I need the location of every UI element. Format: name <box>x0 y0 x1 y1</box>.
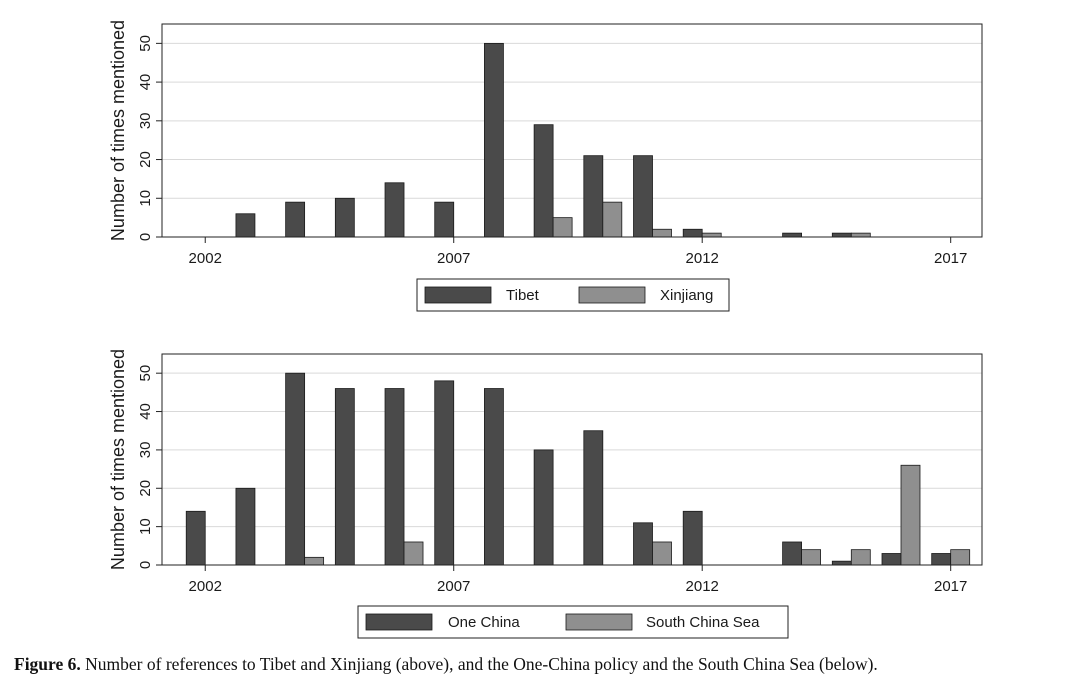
chart1-bar-tibet-2014 <box>782 232 802 238</box>
chart1-legend-swatch-1 <box>424 286 492 304</box>
chart2-bar-one-china-2014 <box>782 541 802 566</box>
chart-tibet-xinjiang: 0 10 20 30 40 50 2002 2007 2012 2017 Number of tim… <box>108 20 983 312</box>
chart2-ytick-label-0: 0 <box>137 561 154 569</box>
chart2-bar-one-china-2007 <box>434 380 455 566</box>
chart2-ytick-label-40: 40 <box>137 403 154 420</box>
chart2-bar-south-china-sea-2015 <box>850 549 871 566</box>
chart2-bar-one-china-2002 <box>185 510 206 566</box>
chart1-bar-tibet-2015 <box>831 232 852 238</box>
chart1-xtick-label-2007: 2007 <box>437 250 470 267</box>
chart2-bar-one-china-2010 <box>583 430 604 566</box>
chart2-bar-one-china-2017 <box>931 553 952 566</box>
chart1-bar-xinjiang-2015 <box>850 232 871 238</box>
chart1-bar-tibet-2008 <box>484 42 504 238</box>
chart1-legend-swatch-2 <box>578 286 646 304</box>
chart1-bar-xinjiang-2010 <box>602 201 623 238</box>
chart2-bar-south-china-sea-2017 <box>950 549 971 566</box>
chart1-ytick-label-10: 10 <box>137 190 154 207</box>
chart1-xtick-label-2002: 2002 <box>189 250 222 267</box>
chart2-xtick-label-2007: 2007 <box>437 578 470 595</box>
chart2-bar-south-china-sea-2004 <box>304 556 325 566</box>
chart1-bar-tibet-2005 <box>334 197 355 238</box>
chart1-bar-xinjiang-2011 <box>652 228 672 238</box>
chart1-legend-label-1: Tibet <box>506 287 540 304</box>
chart2-legend-swatch-1 <box>365 613 433 631</box>
chart1-ylabel: Number of times mentioned <box>108 20 128 241</box>
chart1-bar-tibet-2010 <box>583 155 604 238</box>
chart2-ytick-label-50: 50 <box>137 365 154 382</box>
chart1-ytick-label-30: 30 <box>137 112 154 129</box>
chart1-bar-tibet-2009 <box>533 124 554 238</box>
chart1-bar-tibet-2012 <box>682 228 703 238</box>
chart1-bar-tibet-2003 <box>235 213 256 238</box>
chart2-ytick-label-10: 10 <box>137 518 154 535</box>
chart2-bar-one-china-2012 <box>682 510 703 566</box>
chart1-legend-label-2: Xinjiang <box>660 287 713 304</box>
chart2-bar-south-china-sea-2011 <box>652 541 672 566</box>
chart2-bar-one-china-2016 <box>881 553 902 566</box>
chart2-bar-one-china-2008 <box>484 388 504 566</box>
chart1-ytick-label-0: 0 <box>137 233 154 241</box>
chart2-ylabel: Number of times mentioned <box>108 349 128 570</box>
chart2-bar-one-china-2015 <box>831 560 852 566</box>
chart2-bar-one-china-2003 <box>235 487 256 566</box>
chart2-legend-label-1: One China <box>448 614 520 631</box>
chart1-bar-tibet-2007 <box>434 201 455 238</box>
chart2-legend-swatch-2 <box>565 613 633 631</box>
chart1-xtick-label-2012: 2012 <box>686 250 719 267</box>
chart2-bar-one-china-2006 <box>384 388 405 566</box>
chart1-bar-tibet-2006 <box>384 182 405 238</box>
chart2-bar-south-china-sea-2014 <box>801 549 821 566</box>
chart2-bar-one-china-2011 <box>633 522 653 566</box>
chart1-ytick-label-20: 20 <box>137 151 154 168</box>
caption-label: Figure 6. <box>14 654 81 674</box>
chart2-ytick-label-30: 30 <box>137 442 154 459</box>
chart1-bar-tibet-2004 <box>285 201 306 238</box>
chart2-ytick-label-20: 20 <box>137 480 154 497</box>
chart2-bar-one-china-2005 <box>334 388 355 566</box>
chart1-ytick-label-40: 40 <box>137 74 154 91</box>
chart2-plot-frame <box>161 353 983 566</box>
figure-caption: Figure 6. Number of references to Tibet … <box>14 654 1074 675</box>
chart1-plot-frame <box>161 23 983 238</box>
chart2-xtick-label-2002: 2002 <box>189 578 222 595</box>
chart2-legend-label-2: South China Sea <box>646 614 760 631</box>
chart1-bar-xinjiang-2012 <box>701 232 722 238</box>
chart1-bar-tibet-2011 <box>633 155 653 238</box>
chart2-bar-south-china-sea-2006 <box>403 541 424 566</box>
chart1-xtick-label-2017: 2017 <box>934 250 967 267</box>
chart1-ytick-label-50: 50 <box>137 35 154 52</box>
chart2-xtick-label-2017: 2017 <box>934 578 967 595</box>
chart2-bar-one-china-2009 <box>533 449 554 566</box>
chart2-bar-one-china-2004 <box>285 372 306 566</box>
chart2-bar-south-china-sea-2016 <box>900 464 921 566</box>
chart-one-china-south-china-sea: 0 10 20 30 40 50 2002 2007 2012 2017 Number of tim… <box>108 349 983 639</box>
caption-text: Number of references to Tibet and Xinjia… <box>80 654 878 674</box>
chart1-bar-xinjiang-2009 <box>552 217 573 238</box>
chart2-xtick-label-2012: 2012 <box>686 578 719 595</box>
